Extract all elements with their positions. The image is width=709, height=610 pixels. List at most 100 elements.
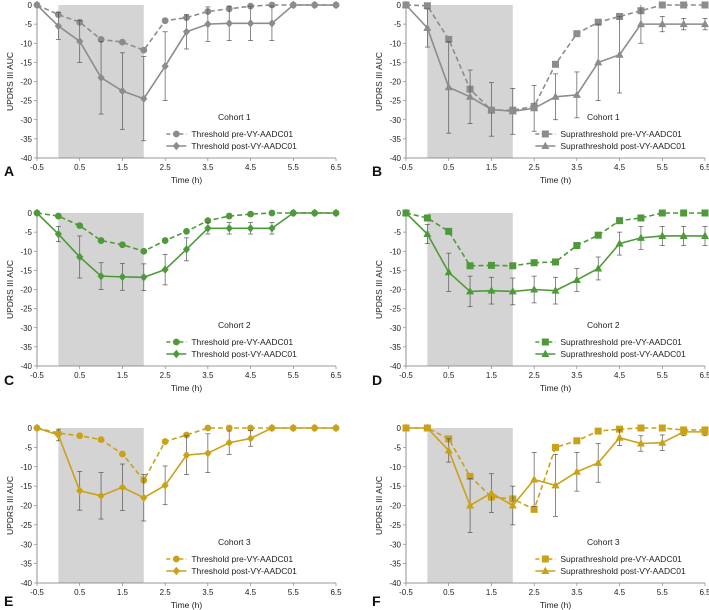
data-point: [658, 438, 667, 446]
chart-panel-d: 0 -5 -10 -15 -20 -25 -30 -35 -40-0.5 0.5 1.5 2.5 3.5…: [372, 208, 709, 393]
legend-item: Threshold pre-VY-AADC01: [166, 337, 293, 347]
x-axis-label: Time (h): [171, 600, 202, 610]
data-point: [225, 438, 233, 447]
y-tick-label: -35: [389, 560, 401, 569]
legend-label: Threshold post-VY-AADC01: [191, 349, 297, 359]
data-point: [76, 37, 84, 46]
series-post: [33, 208, 340, 291]
data-point: [268, 224, 276, 233]
chart-panel-f: 0 -5 -10 -15 -20 -25 -30 -35 -40-0.5 0.5 1.5 2.5 3.5…: [372, 423, 709, 610]
data-point: [701, 1, 709, 9]
y-tick-label: -5: [394, 228, 402, 237]
data-point: [33, 208, 41, 218]
panel-letter: B: [372, 163, 382, 179]
data-point: [247, 424, 254, 432]
data-point: [616, 217, 624, 225]
y-tick-label: -30: [20, 116, 32, 125]
data-point: [541, 141, 550, 149]
data-point: [33, 0, 41, 10]
panel-letter: F: [372, 593, 381, 609]
y-tick-label: -30: [389, 116, 401, 125]
data-point: [182, 450, 191, 460]
x-tick-label: 3.5: [571, 588, 583, 597]
data-point: [594, 18, 602, 26]
x-tick-label: 2.5: [529, 588, 541, 597]
panel-letter: A: [4, 163, 14, 179]
x-tick-label: 0.5: [74, 371, 86, 380]
data-point: [445, 35, 453, 43]
data-point: [225, 224, 233, 233]
x-tick-label: 0.5: [74, 588, 86, 597]
legend-label: Suprathreshold post-VY-AADC01: [560, 349, 686, 359]
x-tick-label: 1.5: [117, 371, 129, 380]
data-point: [680, 209, 688, 217]
data-point: [268, 423, 276, 433]
data-point: [182, 245, 191, 254]
data-point: [97, 271, 105, 281]
data-point: [636, 19, 645, 28]
data-point: [658, 424, 666, 432]
data-point: [172, 130, 180, 138]
chart-panel-a: 0 -5 -10 -15 -20 -25 -30 -35 -40-0.5 0.5 1.5 2.5 3.5…: [4, 0, 342, 185]
y-tick-label: -10: [20, 247, 32, 256]
data-point: [701, 231, 709, 239]
x-tick-label: 1.5: [486, 371, 498, 380]
data-point: [119, 241, 126, 249]
data-point: [289, 423, 297, 433]
legend-item: Suprathreshold post-VY-AADC01: [535, 566, 686, 576]
data-point: [552, 443, 559, 451]
data-point: [530, 103, 539, 112]
data-point: [636, 233, 645, 241]
x-tick-label: 1.5: [117, 163, 129, 172]
data-point: [487, 105, 496, 113]
data-point: [423, 229, 432, 238]
x-tick-label: 5.5: [288, 163, 300, 172]
data-point: [487, 488, 496, 497]
y-tick-label: -30: [20, 324, 32, 333]
y-axis-label: UPDRS III AUC: [374, 260, 384, 319]
data-point: [54, 430, 62, 440]
data-point: [183, 227, 190, 235]
y-tick-label: -15: [389, 482, 401, 491]
data-point: [118, 86, 127, 96]
data-point: [444, 82, 453, 91]
y-tick-label: -20: [389, 502, 401, 511]
y-tick-label: -20: [20, 286, 32, 295]
data-point: [658, 231, 667, 239]
series-post: [33, 423, 340, 522]
data-point: [172, 566, 180, 576]
data-point: [594, 458, 603, 466]
data-point: [76, 486, 84, 495]
y-tick-label: -35: [20, 343, 32, 352]
data-point: [573, 30, 581, 38]
data-point: [76, 252, 84, 262]
y-axis-label: UPDRS III AUC: [374, 476, 384, 535]
legend-label: Suprathreshold pre-VY-AADC01: [560, 337, 682, 347]
y-tick-label: 0: [28, 424, 33, 433]
data-point: [161, 17, 169, 25]
x-tick-label: 3.5: [202, 588, 214, 597]
cohort-title: Cohort 1: [587, 112, 620, 122]
cohort-title: Cohort 1: [218, 112, 251, 122]
data-point: [508, 106, 517, 115]
data-point: [487, 261, 495, 269]
series-pre: [402, 209, 709, 270]
y-tick-label: -20: [20, 78, 32, 87]
data-point: [332, 423, 340, 433]
data-point: [530, 259, 538, 267]
cohort-title: Cohort 3: [218, 537, 251, 547]
data-point: [679, 427, 688, 435]
panel-letter: D: [372, 372, 382, 388]
y-tick-label: -20: [389, 78, 401, 87]
data-point: [118, 483, 127, 492]
series-post: [402, 0, 709, 137]
data-point: [615, 239, 624, 247]
data-point: [541, 566, 550, 574]
y-tick-label: -25: [389, 521, 401, 530]
data-point: [225, 212, 233, 220]
y-tick-label: -5: [25, 20, 33, 29]
x-axis-label: Time (h): [171, 383, 202, 393]
data-point: [572, 467, 581, 475]
legend-item: Suprathreshold post-VY-AADC01: [535, 141, 686, 151]
